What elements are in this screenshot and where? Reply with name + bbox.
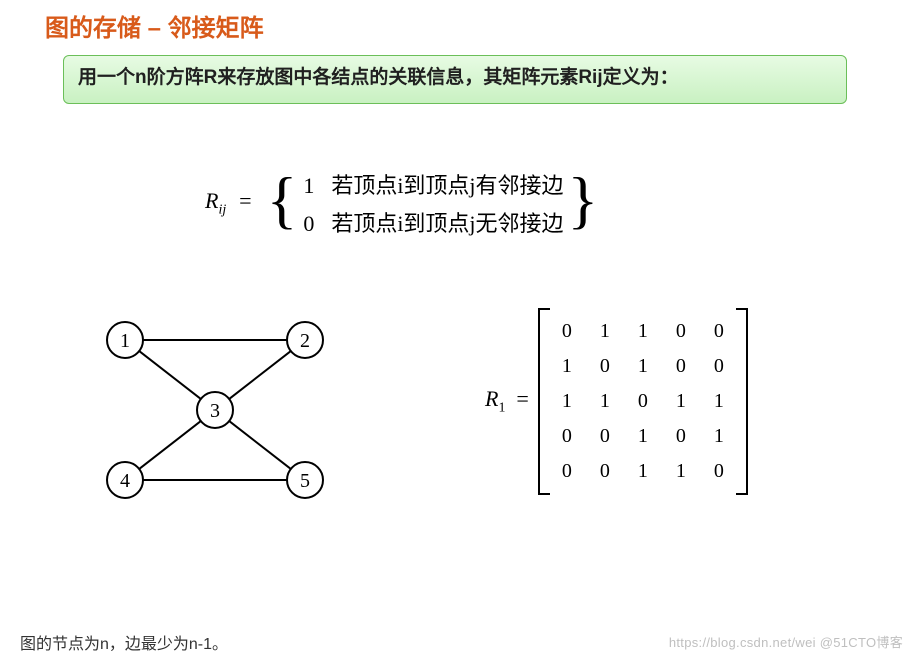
matrix-cell: 0 [662,349,700,384]
graph-edge [139,351,201,399]
matrix-lhs: R1 = [485,386,530,416]
formula-case-value: 0 [303,211,331,237]
matrix-cell: 0 [700,349,738,384]
formula-case-value: 1 [303,173,331,199]
matrix-block: R1 = 0110010100110110010100110 [485,308,748,495]
matrix-cell: 1 [548,349,586,384]
formula-case-text: 若顶点i到顶点j无邻接边 [331,206,563,238]
matrix-cell: 0 [586,419,624,454]
matrix-eq: = [515,386,530,411]
definition-box: 用一个n阶方阵R来存放图中各结点的关联信息，其矩阵元素Rij定义为： [63,55,847,104]
graph-node-label: 2 [300,330,310,352]
matrix-cell: 1 [586,384,624,419]
matrix-cell: 1 [624,314,662,349]
formula-block: Rij = { 1若顶点i到顶点j有邻接边0若顶点i到顶点j无邻接边 } [205,168,705,238]
page-title: 图的存储 – 邻接矩阵 [45,8,264,43]
formula-case: 1若顶点i到顶点j有邻接边 [303,168,563,200]
table-row: 00101 [548,419,738,454]
matrix-cell: 1 [586,314,624,349]
matrix-cell: 0 [662,314,700,349]
left-brace-icon: { [267,172,298,228]
right-brace-icon: } [568,172,599,228]
formula-case-text: 若顶点i到顶点j有邻接边 [331,168,563,200]
matrix-cell: 1 [662,384,700,419]
matrix-symbol: R [485,386,498,411]
table-row: 11011 [548,384,738,419]
graph-node-label: 4 [120,470,130,492]
bottom-note: 图的节点为n，边最少为n-1。 [20,630,228,654]
matrix-cell: 0 [548,454,586,489]
matrix-cell: 1 [700,384,738,419]
matrix-subscript: 1 [498,401,505,416]
graph-node-label: 3 [210,400,220,422]
formula-symbol: R [205,188,218,213]
matrix-bracket: 0110010100110110010100110 [538,308,748,495]
formula-case: 0若顶点i到顶点j无邻接边 [303,206,563,238]
graph-edge [139,421,201,469]
graph-edge [229,351,291,399]
matrix-cell: 1 [624,349,662,384]
table-row: 00110 [548,454,738,489]
matrix-table: 0110010100110110010100110 [548,314,738,489]
matrix-cell: 0 [548,314,586,349]
matrix-cell: 0 [586,349,624,384]
matrix-cell: 1 [662,454,700,489]
matrix-cell: 1 [624,454,662,489]
watermark-text: https://blog.csdn.net/wei @51CTO博客 [669,632,903,651]
graph-diagram: 1 2 3 4 5 [80,300,350,520]
formula-lhs: Rij = [205,188,253,218]
formula-cases: 1若顶点i到顶点j有邻接边0若顶点i到顶点j无邻接边 [303,168,563,238]
table-row: 01100 [548,314,738,349]
graph-edge [229,421,291,469]
matrix-cell: 0 [586,454,624,489]
matrix-cell: 0 [700,454,738,489]
matrix-cell: 0 [548,419,586,454]
graph-node-label: 5 [300,470,310,492]
formula-eq: = [238,188,253,213]
matrix-cell: 1 [548,384,586,419]
matrix-cell: 0 [662,419,700,454]
formula-subscript: ij [218,202,226,217]
matrix-cell: 0 [700,314,738,349]
matrix-cell: 1 [700,419,738,454]
matrix-cell: 1 [624,419,662,454]
graph-node-label: 1 [120,330,130,352]
table-row: 10100 [548,349,738,384]
matrix-cell: 0 [624,384,662,419]
